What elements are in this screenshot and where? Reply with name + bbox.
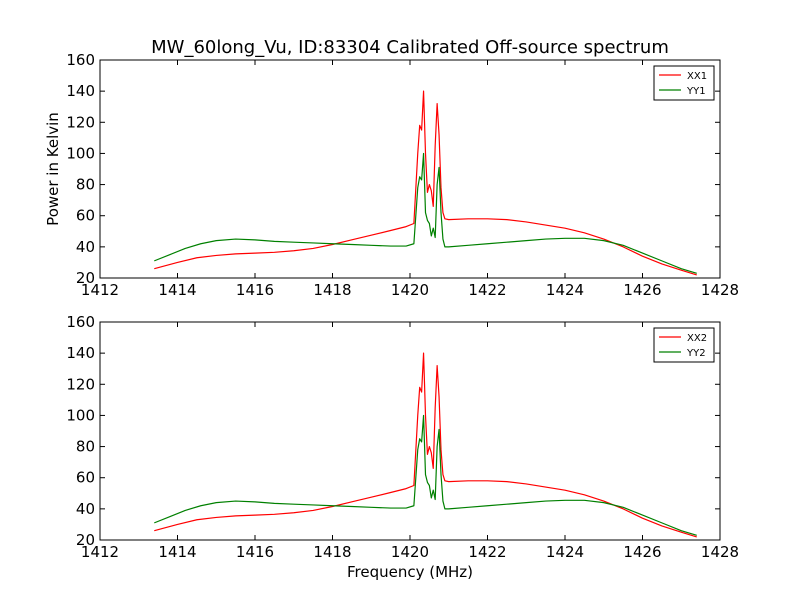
y-tick-label: 160 (66, 313, 95, 331)
y-axis-label: Power in Kelvin (44, 112, 62, 226)
y-tick-label: 80 (76, 176, 95, 194)
legend-label-yy1: YY1 (686, 86, 706, 97)
bottom-spectrum-panel: 1412 1414 1416 1418 1420 1422 1424 1426 1428 20 40… (66, 313, 739, 581)
legend-label-xx2: XX2 (687, 333, 707, 344)
y-tick-label: 100 (66, 144, 95, 162)
x-tick-label: 1428 (701, 281, 739, 299)
y-tick-label: 140 (66, 82, 95, 100)
series-line-xx1 (154, 90, 697, 276)
y-tick-label: 40 (76, 500, 95, 518)
x-tick-label: 1426 (623, 543, 661, 561)
x-tick-label: 1422 (468, 281, 506, 299)
figure-title: MW_60long_Vu, ID:83304 Calibrated Off-so… (151, 37, 669, 58)
y-tick-label: 80 (76, 438, 95, 456)
legend-box (653, 327, 715, 363)
x-tick-label: 1412 (81, 543, 119, 561)
x-tick-label: 1414 (158, 543, 196, 561)
x-axis-label: Frequency (MHz) (347, 563, 473, 581)
x-tick-label: 1420 (391, 543, 429, 561)
y-tick-label: 40 (76, 238, 95, 256)
x-tick-label: 1426 (623, 281, 661, 299)
series-line-yy1 (154, 152, 697, 274)
x-tick-label: 1428 (701, 543, 739, 561)
y-tick-label: 20 (76, 269, 95, 287)
x-tick-label: 1416 (236, 543, 274, 561)
y-tick-label: 120 (66, 113, 95, 131)
y-tick-label: 60 (76, 469, 95, 487)
x-tick-label: 1424 (546, 281, 584, 299)
y-tick-label: 20 (76, 531, 95, 549)
x-tick-label: 1420 (391, 281, 429, 299)
x-tick-label: 1422 (468, 543, 506, 561)
top-spectrum-panel: 1412 1414 1416 1418 1420 1422 1424 1426 1428 20 40… (44, 51, 739, 299)
x-tick-label: 1424 (546, 543, 584, 561)
series-line-yy2 (154, 414, 697, 536)
x-tick-label: 1412 (81, 281, 119, 299)
legend-label-yy2: YY2 (686, 348, 706, 359)
series-line-xx2 (154, 352, 697, 538)
y-tick-label: 120 (66, 375, 95, 393)
legend-box (653, 65, 715, 101)
y-tick-label: 160 (66, 51, 95, 69)
x-tick-label: 1414 (158, 281, 196, 299)
x-tick-label: 1418 (313, 543, 351, 561)
legend-label-xx1: XX1 (687, 71, 707, 82)
y-tick-label: 100 (66, 406, 95, 424)
y-tick-label: 60 (76, 207, 95, 225)
x-tick-label: 1418 (313, 281, 351, 299)
x-tick-label: 1416 (236, 281, 274, 299)
y-tick-label: 140 (66, 344, 95, 362)
